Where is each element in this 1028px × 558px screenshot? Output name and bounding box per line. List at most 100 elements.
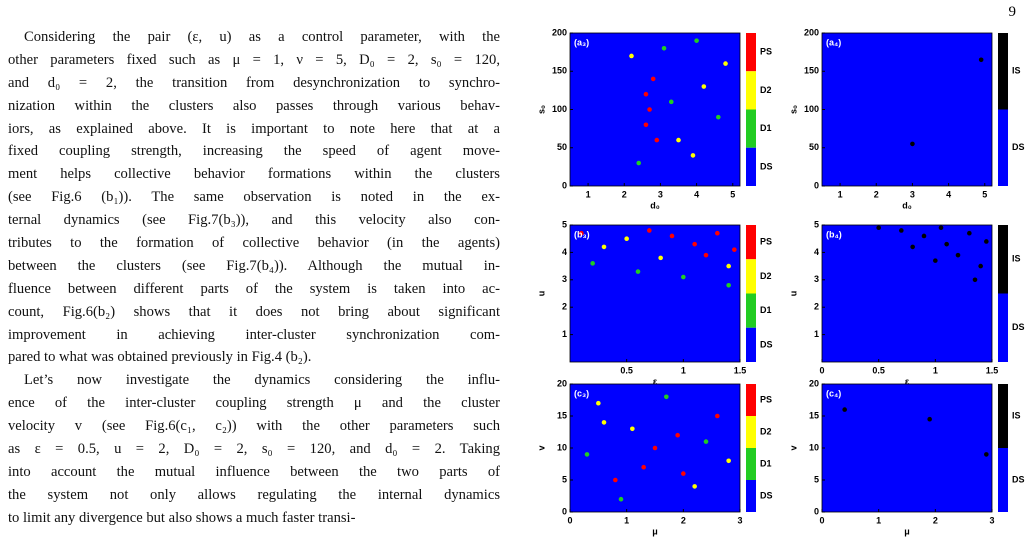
x-tick-label: 4 <box>946 189 951 199</box>
point <box>726 282 731 288</box>
colorbar-segment <box>998 448 1008 512</box>
colorbar-label: DS <box>760 490 773 500</box>
colorbar-label: D2 <box>760 271 772 281</box>
point <box>676 137 681 143</box>
text-line: pared to what was obtained previously in… <box>8 349 312 366</box>
colorbar-segment <box>998 225 1008 294</box>
colorbar-segment <box>746 259 756 294</box>
text-line: improvement in achieving inter-cluster s… <box>8 326 500 343</box>
point <box>972 277 978 283</box>
point <box>658 255 663 261</box>
text-line: the system not only allows regulating th… <box>8 486 500 503</box>
panel-tag: (a₃) <box>574 37 589 47</box>
y-tick-label: 150 <box>552 66 567 76</box>
point <box>675 432 680 438</box>
point <box>876 225 881 231</box>
x-tick-label: 1 <box>933 365 938 375</box>
colorbar-label: DS <box>1012 142 1025 152</box>
x-axis-label: ε <box>905 376 910 386</box>
y-tick-label: 50 <box>809 142 819 152</box>
point <box>703 439 709 444</box>
point <box>596 400 601 406</box>
colorbar-segment <box>746 327 756 362</box>
x-tick-label: 5 <box>730 189 735 199</box>
point <box>643 91 649 97</box>
text-line: iors, as explained above. It is importan… <box>8 120 500 137</box>
x-tick-label: 1.5 <box>734 365 747 375</box>
point <box>732 247 737 252</box>
x-tick-label: 1 <box>681 365 686 375</box>
point <box>579 230 584 236</box>
point <box>910 244 915 250</box>
point <box>661 46 667 51</box>
colorbar-segment <box>746 147 756 186</box>
text-line: other parameters fixed such as μ = 1, ν … <box>8 51 500 68</box>
point <box>715 230 720 236</box>
y-tick-label: 0 <box>562 180 567 190</box>
x-tick-label: 0.5 <box>872 365 885 375</box>
point <box>726 263 731 269</box>
text-line: between the clusters (see Fig.7(b₄)). Al… <box>8 257 500 274</box>
x-tick-label: 3 <box>910 189 915 199</box>
point <box>650 76 656 82</box>
y-tick-label: 0 <box>814 180 819 190</box>
y-axis-label: s₀ <box>536 105 546 114</box>
text-column: Considering the pair (ε, u) as a control… <box>8 26 500 530</box>
colorbar-label: D1 <box>760 458 772 468</box>
text-line: and d₀ = 2, the transition from desynchr… <box>8 74 500 91</box>
y-tick-label: 10 <box>557 442 567 452</box>
point <box>703 252 709 258</box>
text-line: fluence between different parts of the s… <box>8 280 500 297</box>
colorbar-label: D2 <box>760 85 772 95</box>
y-tick-label: 10 <box>809 442 819 452</box>
colorbar-segment <box>998 33 1008 110</box>
plot-area <box>821 383 993 513</box>
colorbar-label: DS <box>760 339 773 349</box>
x-tick-label: 2 <box>681 515 686 525</box>
colorbar-segment <box>746 416 756 448</box>
point <box>984 452 989 457</box>
point <box>668 99 674 105</box>
colorbar-label: IS <box>1012 254 1021 264</box>
x-axis-label: d₀ <box>650 200 660 210</box>
point <box>978 57 984 63</box>
colorbar-segment <box>746 71 756 110</box>
colorbar-label: PS <box>760 237 772 247</box>
point <box>933 258 938 263</box>
colorbar-segment <box>746 293 756 328</box>
point <box>927 416 932 422</box>
y-axis-label: v <box>536 445 546 450</box>
text-line: Considering the pair (ε, u) as a control… <box>24 29 500 45</box>
colorbar-segment <box>998 109 1008 186</box>
x-tick-label: 2 <box>622 189 627 199</box>
plot-area <box>569 32 741 187</box>
x-tick-label: 4 <box>694 189 699 199</box>
y-tick-label: 4 <box>562 247 567 257</box>
y-tick-label: 1 <box>814 329 819 339</box>
y-tick-label: 5 <box>814 219 819 229</box>
point <box>601 244 607 250</box>
y-tick-label: 20 <box>557 378 567 388</box>
y-tick-label: 3 <box>814 274 819 284</box>
text-line: (see Fig.6 (b₁)). The same observation i… <box>8 189 500 206</box>
y-tick-label: 4 <box>814 247 819 257</box>
point <box>910 141 915 147</box>
text-line: ternal dynamics (see Fig.7(b₃)), and thi… <box>8 212 500 229</box>
y-tick-label: 15 <box>809 410 819 420</box>
point <box>715 413 720 419</box>
x-tick-label: 1 <box>876 515 881 525</box>
text-line: fixed coupling strength, increasing the … <box>8 143 500 160</box>
text-line: to limit any divergence but also shows a… <box>8 509 356 526</box>
text-line: tributes to the formation of collective … <box>8 235 500 252</box>
point <box>984 239 989 244</box>
y-tick-label: 2 <box>562 302 567 312</box>
point <box>584 452 590 457</box>
y-tick-label: 0 <box>814 506 819 516</box>
point <box>613 477 618 483</box>
colorbar-label: DS <box>760 161 773 171</box>
point <box>701 84 707 89</box>
plot-area <box>569 224 741 363</box>
point <box>624 236 629 241</box>
y-tick-label: 5 <box>814 474 819 484</box>
